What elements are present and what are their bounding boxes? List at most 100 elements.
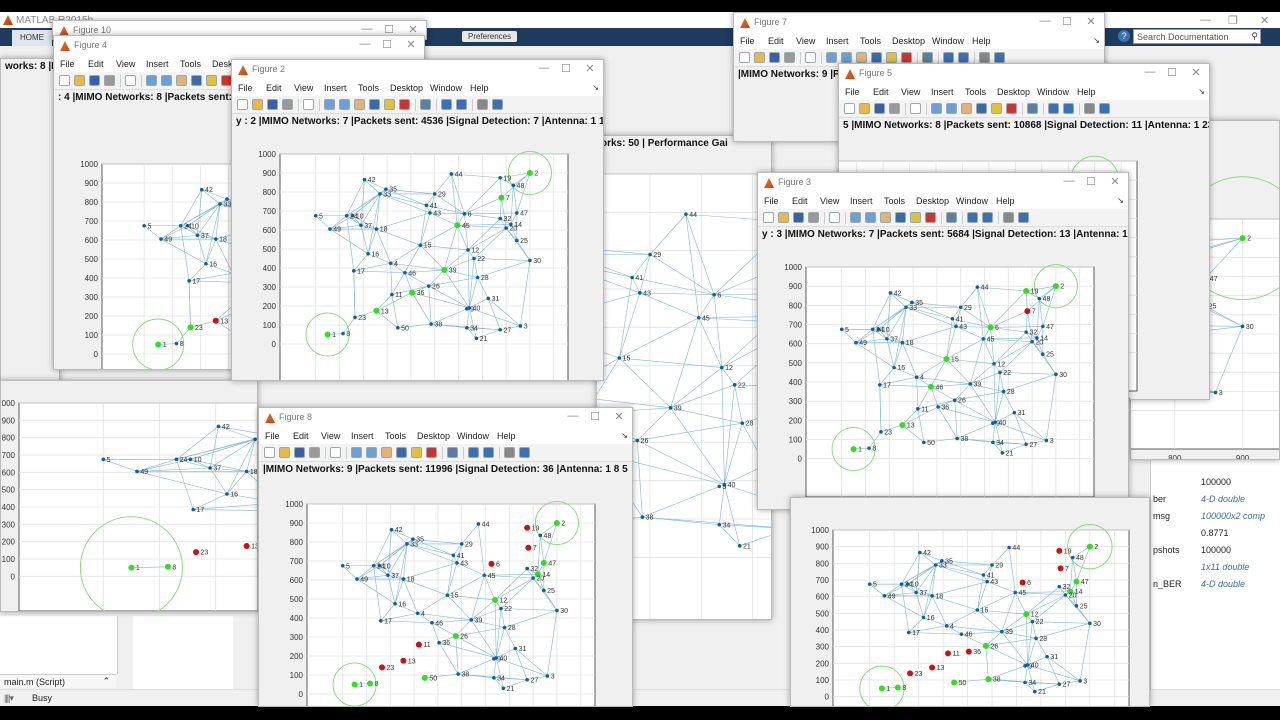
new-figure-icon[interactable] <box>763 212 774 223</box>
dock-icon[interactable]: ↘ <box>1093 36 1100 45</box>
workspace-row[interactable]: 1x11 double <box>1151 562 1280 576</box>
editor-tab-main[interactable]: main.m (Script) ⌃ <box>0 674 116 688</box>
save-icon[interactable] <box>874 103 885 114</box>
print-icon[interactable] <box>889 103 900 114</box>
menu-help[interactable]: Help <box>1077 87 1096 97</box>
hide-plot-tools-icon[interactable] <box>477 99 488 110</box>
data-cursor-icon[interactable] <box>411 447 422 458</box>
pan-hand-icon[interactable] <box>856 52 867 63</box>
menu-edit[interactable]: Edit <box>873 87 889 97</box>
menu-edit[interactable]: Edit <box>768 36 784 46</box>
maximize-icon[interactable]: ☐ <box>561 63 571 75</box>
select-arrow-icon[interactable] <box>805 52 816 63</box>
colorbar-icon[interactable] <box>468 447 479 458</box>
menu-insert[interactable]: Insert <box>931 87 954 97</box>
maximize-icon[interactable]: ☐ <box>382 39 392 51</box>
figure-titlebar[interactable]: Figure 5 — ☐ ✕ <box>839 64 1209 84</box>
minimize-icon[interactable]: — <box>359 38 371 50</box>
zoom-in-icon[interactable] <box>826 52 837 63</box>
link-plot-icon[interactable] <box>1027 103 1038 114</box>
menu-tools[interactable]: Tools <box>860 36 882 46</box>
workspace-row[interactable]: msg 100000x2 comp <box>1151 511 1280 525</box>
minimize-icon[interactable]: — <box>1063 175 1075 187</box>
workspace-row[interactable]: 100000 <box>1151 477 1280 491</box>
minimize-icon[interactable]: — <box>1200 14 1211 26</box>
zoom-out-icon[interactable] <box>946 103 957 114</box>
menu-window[interactable]: Window <box>1037 87 1070 97</box>
network-plot[interactable]: 0100200300400500600700800900100001002003… <box>766 261 1114 510</box>
dock-icon[interactable]: ↘ <box>621 431 628 440</box>
close-icon[interactable]: ✕ <box>1260 15 1270 27</box>
menu-tools[interactable]: Tools <box>965 87 987 97</box>
menu-insert[interactable]: Insert <box>351 431 374 441</box>
link-plot-icon[interactable] <box>420 99 431 110</box>
legend-icon[interactable] <box>1063 103 1074 114</box>
show-plot-tools-icon[interactable] <box>519 447 530 458</box>
chevron-up-icon[interactable]: ⌃ <box>102 676 110 686</box>
print-icon[interactable] <box>104 75 115 86</box>
open-file-icon[interactable] <box>778 212 789 223</box>
rotate-3d-icon[interactable] <box>369 99 380 110</box>
pan-hand-icon[interactable] <box>880 212 891 223</box>
save-icon[interactable] <box>793 212 804 223</box>
dock-icon[interactable]: ↘ <box>1117 196 1124 205</box>
menu-view[interactable]: View <box>796 36 816 46</box>
menu-desktop[interactable]: Desktop <box>892 36 926 46</box>
data-cursor-icon[interactable] <box>384 99 395 110</box>
close-icon[interactable]: ✕ <box>1110 176 1120 188</box>
brush-icon[interactable] <box>426 447 437 458</box>
workspace-row[interactable]: pshots 100000 <box>1151 545 1280 559</box>
close-icon[interactable]: ✕ <box>614 411 624 423</box>
minimize-icon[interactable]: — <box>361 23 373 35</box>
print-icon[interactable] <box>282 99 293 110</box>
zoom-in-icon[interactable] <box>324 99 335 110</box>
menu-insert[interactable]: Insert <box>146 59 169 69</box>
brush-icon[interactable] <box>1006 103 1017 114</box>
select-arrow-icon[interactable] <box>910 103 921 114</box>
legend-icon[interactable] <box>483 447 494 458</box>
figure-titlebar[interactable]: Figure 7 — ☐ ✕ <box>734 13 1104 33</box>
help-icon[interactable]: ? <box>1118 30 1130 42</box>
new-figure-icon[interactable] <box>264 447 275 458</box>
preferences-button[interactable]: Preferences <box>462 31 518 42</box>
menu-view[interactable]: View <box>321 431 341 441</box>
menu-window[interactable]: Window <box>956 196 989 206</box>
network-plot[interactable]: 0100200300400500600700800900100001002003… <box>240 148 588 381</box>
close-icon[interactable]: ✕ <box>1086 16 1096 28</box>
menu-edit[interactable]: Edit <box>792 196 808 206</box>
pan-hand-icon[interactable] <box>354 99 365 110</box>
close-icon[interactable]: ✕ <box>408 24 418 36</box>
dock-icon[interactable]: ↘ <box>1198 87 1205 96</box>
data-cursor-icon[interactable] <box>910 212 921 223</box>
menu-view[interactable]: View <box>820 196 840 206</box>
menu-window[interactable]: Window <box>430 83 463 93</box>
zoom-in-icon[interactable] <box>351 447 362 458</box>
minimize-icon[interactable]: — <box>567 410 579 422</box>
rotate-3d-icon[interactable] <box>871 52 882 63</box>
figure-window-fig_left[interactable]: works: 8 |P <box>0 58 60 438</box>
menu-view[interactable]: View <box>116 59 136 69</box>
figure-titlebar[interactable]: Figure 10 — ☐ ✕ <box>53 21 426 39</box>
menu-help[interactable]: Help <box>996 196 1015 206</box>
colorbar-icon[interactable] <box>441 99 452 110</box>
zoom-out-icon[interactable] <box>841 52 852 63</box>
zoom-out-icon[interactable] <box>366 447 377 458</box>
figure-window-fig6[interactable]: 0 100 200 300 400 500 600 700 800 900 1000 1 2 3 4 5 6 7 8… <box>790 497 1150 707</box>
zoom-out-icon[interactable] <box>161 75 172 86</box>
figure-titlebar[interactable]: Figure 2 — ☐ ✕ <box>232 60 603 80</box>
menu-desktop[interactable]: Desktop <box>417 431 451 441</box>
save-icon[interactable] <box>89 75 100 86</box>
legend-icon[interactable] <box>958 52 969 63</box>
menu-edit[interactable]: Edit <box>293 431 309 441</box>
search-documentation-input[interactable]: Search Documentation ⚲ <box>1133 29 1261 44</box>
brush-icon[interactable] <box>399 99 410 110</box>
menu-tools[interactable]: Tools <box>884 196 906 206</box>
new-figure-icon[interactable] <box>59 75 70 86</box>
brush-icon[interactable] <box>925 212 936 223</box>
menu-insert[interactable]: Insert <box>850 196 873 206</box>
open-file-icon[interactable] <box>74 75 85 86</box>
hide-plot-tools-icon[interactable] <box>1084 103 1095 114</box>
close-icon[interactable]: ✕ <box>585 63 595 75</box>
menu-edit[interactable]: Edit <box>266 83 282 93</box>
menu-file[interactable]: File <box>764 196 779 206</box>
